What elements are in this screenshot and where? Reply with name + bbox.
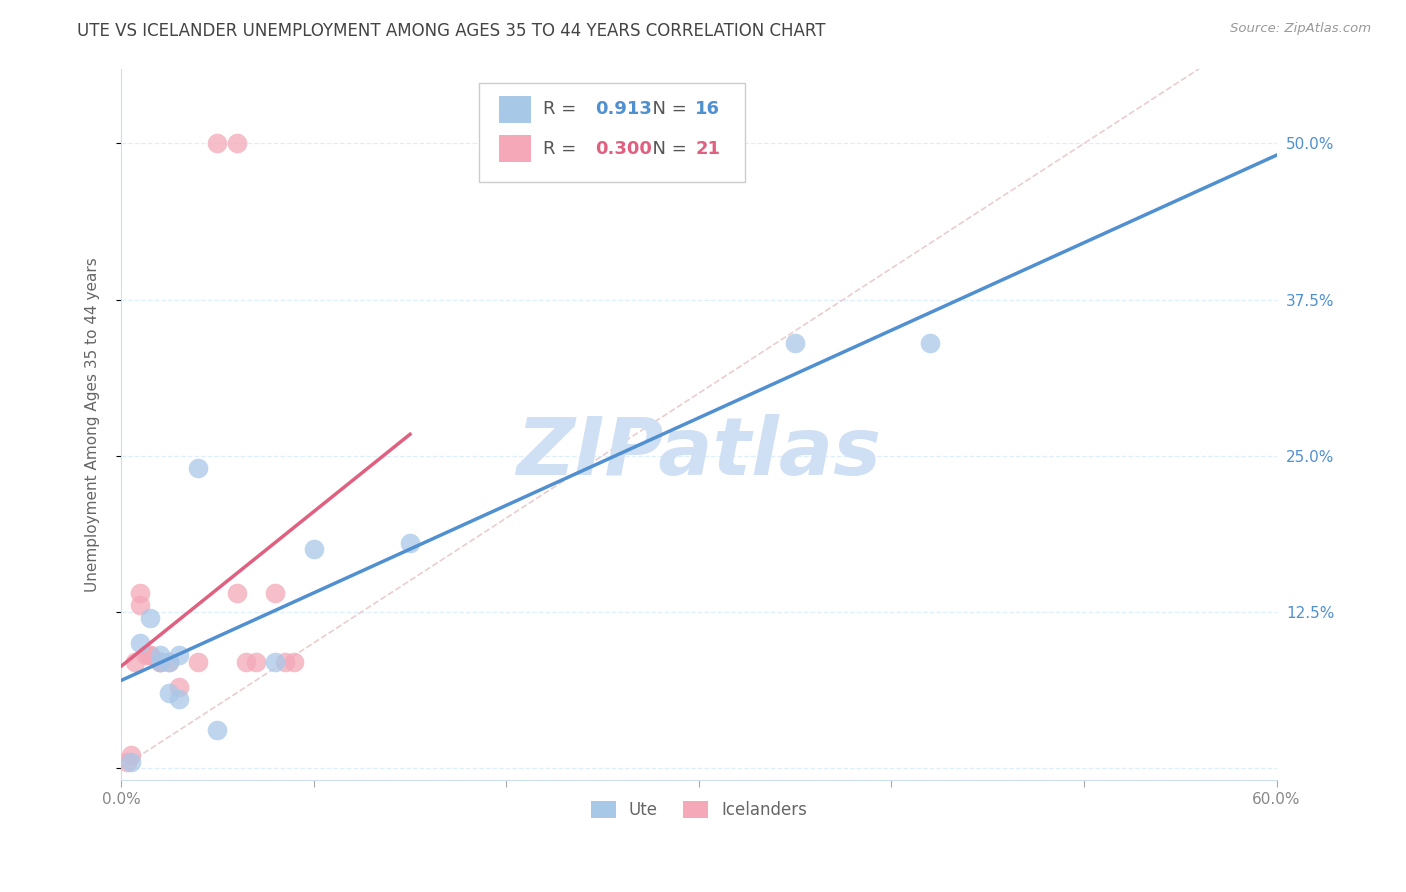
Point: [120, 748, 142, 763]
Point: [129, 599, 152, 613]
Point: [225, 586, 247, 600]
Point: [245, 655, 267, 669]
Point: [124, 655, 146, 669]
Point: [283, 655, 305, 669]
Point: [225, 136, 247, 151]
Point: [129, 636, 152, 650]
Legend: Ute, Icelanders: Ute, Icelanders: [583, 794, 814, 825]
Point: [918, 336, 941, 351]
Point: [115, 755, 138, 769]
Point: [157, 655, 180, 669]
Point: [167, 680, 190, 694]
FancyBboxPatch shape: [479, 83, 745, 182]
Point: [167, 648, 190, 663]
Point: [235, 655, 257, 669]
Point: [399, 536, 422, 550]
Text: Source: ZipAtlas.com: Source: ZipAtlas.com: [1230, 22, 1371, 36]
Bar: [499, 136, 531, 162]
Text: 21: 21: [696, 140, 720, 158]
Text: 0.300: 0.300: [595, 140, 652, 158]
Point: [264, 586, 287, 600]
Point: [149, 655, 172, 669]
Point: [207, 723, 229, 738]
Point: [149, 655, 172, 669]
Text: ZIPatlas: ZIPatlas: [516, 414, 882, 491]
Text: N =: N =: [641, 140, 693, 158]
Text: UTE VS ICELANDER UNEMPLOYMENT AMONG AGES 35 TO 44 YEARS CORRELATION CHART: UTE VS ICELANDER UNEMPLOYMENT AMONG AGES…: [77, 22, 825, 40]
Bar: [499, 95, 531, 122]
Point: [135, 648, 157, 663]
Text: 16: 16: [696, 100, 720, 118]
Text: 0.913: 0.913: [595, 100, 652, 118]
Text: R =: R =: [543, 140, 582, 158]
Point: [207, 136, 229, 151]
Point: [129, 586, 152, 600]
Point: [149, 648, 172, 663]
Point: [149, 655, 172, 669]
Point: [157, 655, 180, 669]
Point: [139, 648, 162, 663]
Point: [139, 611, 162, 625]
Point: [187, 461, 209, 475]
Point: [302, 542, 325, 557]
Y-axis label: Unemployment Among Ages 35 to 44 years: Unemployment Among Ages 35 to 44 years: [86, 257, 100, 591]
Point: [167, 692, 190, 706]
Point: [187, 655, 209, 669]
Point: [785, 336, 807, 351]
Point: [274, 655, 297, 669]
Point: [264, 655, 287, 669]
Point: [139, 648, 162, 663]
Point: [120, 755, 142, 769]
Point: [157, 686, 180, 700]
Text: N =: N =: [641, 100, 693, 118]
Text: R =: R =: [543, 100, 582, 118]
